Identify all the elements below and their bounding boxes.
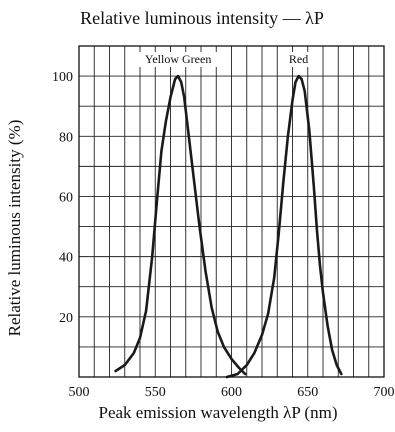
series-label-background [285, 52, 312, 67]
x-tick-label: 550 [145, 385, 166, 400]
series-line-yellow-green [114, 74, 247, 376]
series-label: Yellow Green [145, 52, 211, 66]
y-tick-label: 40 [59, 251, 73, 266]
tick-labels: 500 550 600 650 700 20 40 60 80 100 [52, 70, 395, 400]
plot-frame [78, 45, 385, 378]
x-axis-label: Peak emission wavelength λP (nm) [99, 403, 338, 422]
x-tick-label: 700 [374, 385, 395, 400]
series-label-background [138, 52, 219, 67]
y-tick-label: 20 [59, 311, 73, 326]
x-tick-label: 600 [221, 385, 242, 400]
x-tick-label: 500 [69, 385, 90, 400]
chart-title: Relative luminous intensity — λP [80, 8, 324, 28]
y-tick-label: 60 [59, 190, 73, 205]
series-layer [114, 74, 343, 379]
series-label: Red [289, 52, 308, 66]
y-tick-label: 80 [59, 130, 73, 145]
series-labels: Yellow Green Red [138, 52, 312, 67]
grid [79, 46, 384, 377]
y-axis-label: Relative luminous intensity (%) [5, 120, 24, 337]
series-line-red [225, 74, 343, 379]
x-tick-label: 650 [297, 385, 318, 400]
y-tick-label: 100 [52, 70, 73, 85]
